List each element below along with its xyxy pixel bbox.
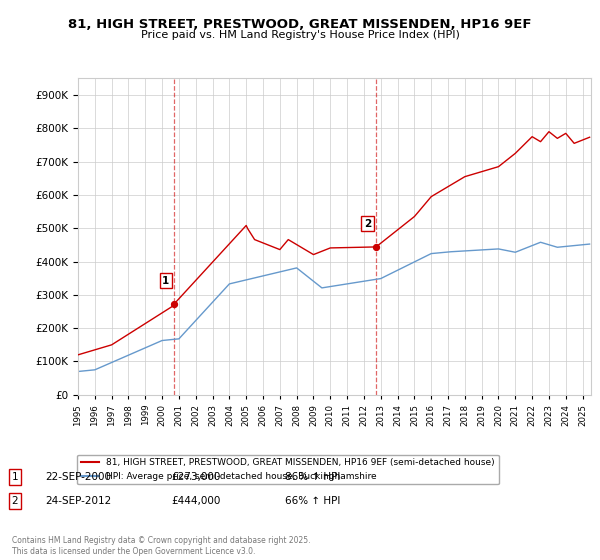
Point <box>169 300 179 309</box>
Text: £273,000: £273,000 <box>171 472 220 482</box>
Text: 66% ↑ HPI: 66% ↑ HPI <box>285 496 340 506</box>
Text: 22-SEP-2000: 22-SEP-2000 <box>45 472 111 482</box>
Text: 2: 2 <box>364 218 371 228</box>
Legend: 81, HIGH STREET, PRESTWOOD, GREAT MISSENDEN, HP16 9EF (semi-detached house), HPI: 81, HIGH STREET, PRESTWOOD, GREAT MISSEN… <box>77 455 499 484</box>
Text: 2: 2 <box>11 496 19 506</box>
Text: Contains HM Land Registry data © Crown copyright and database right 2025.
This d: Contains HM Land Registry data © Crown c… <box>12 536 311 556</box>
Text: £444,000: £444,000 <box>171 496 220 506</box>
Point <box>371 242 381 251</box>
Text: 24-SEP-2012: 24-SEP-2012 <box>45 496 111 506</box>
Text: 81, HIGH STREET, PRESTWOOD, GREAT MISSENDEN, HP16 9EF: 81, HIGH STREET, PRESTWOOD, GREAT MISSEN… <box>68 18 532 31</box>
Text: 86% ↑ HPI: 86% ↑ HPI <box>285 472 340 482</box>
Text: 1: 1 <box>162 276 169 286</box>
Text: 1: 1 <box>11 472 19 482</box>
Text: Price paid vs. HM Land Registry's House Price Index (HPI): Price paid vs. HM Land Registry's House … <box>140 30 460 40</box>
